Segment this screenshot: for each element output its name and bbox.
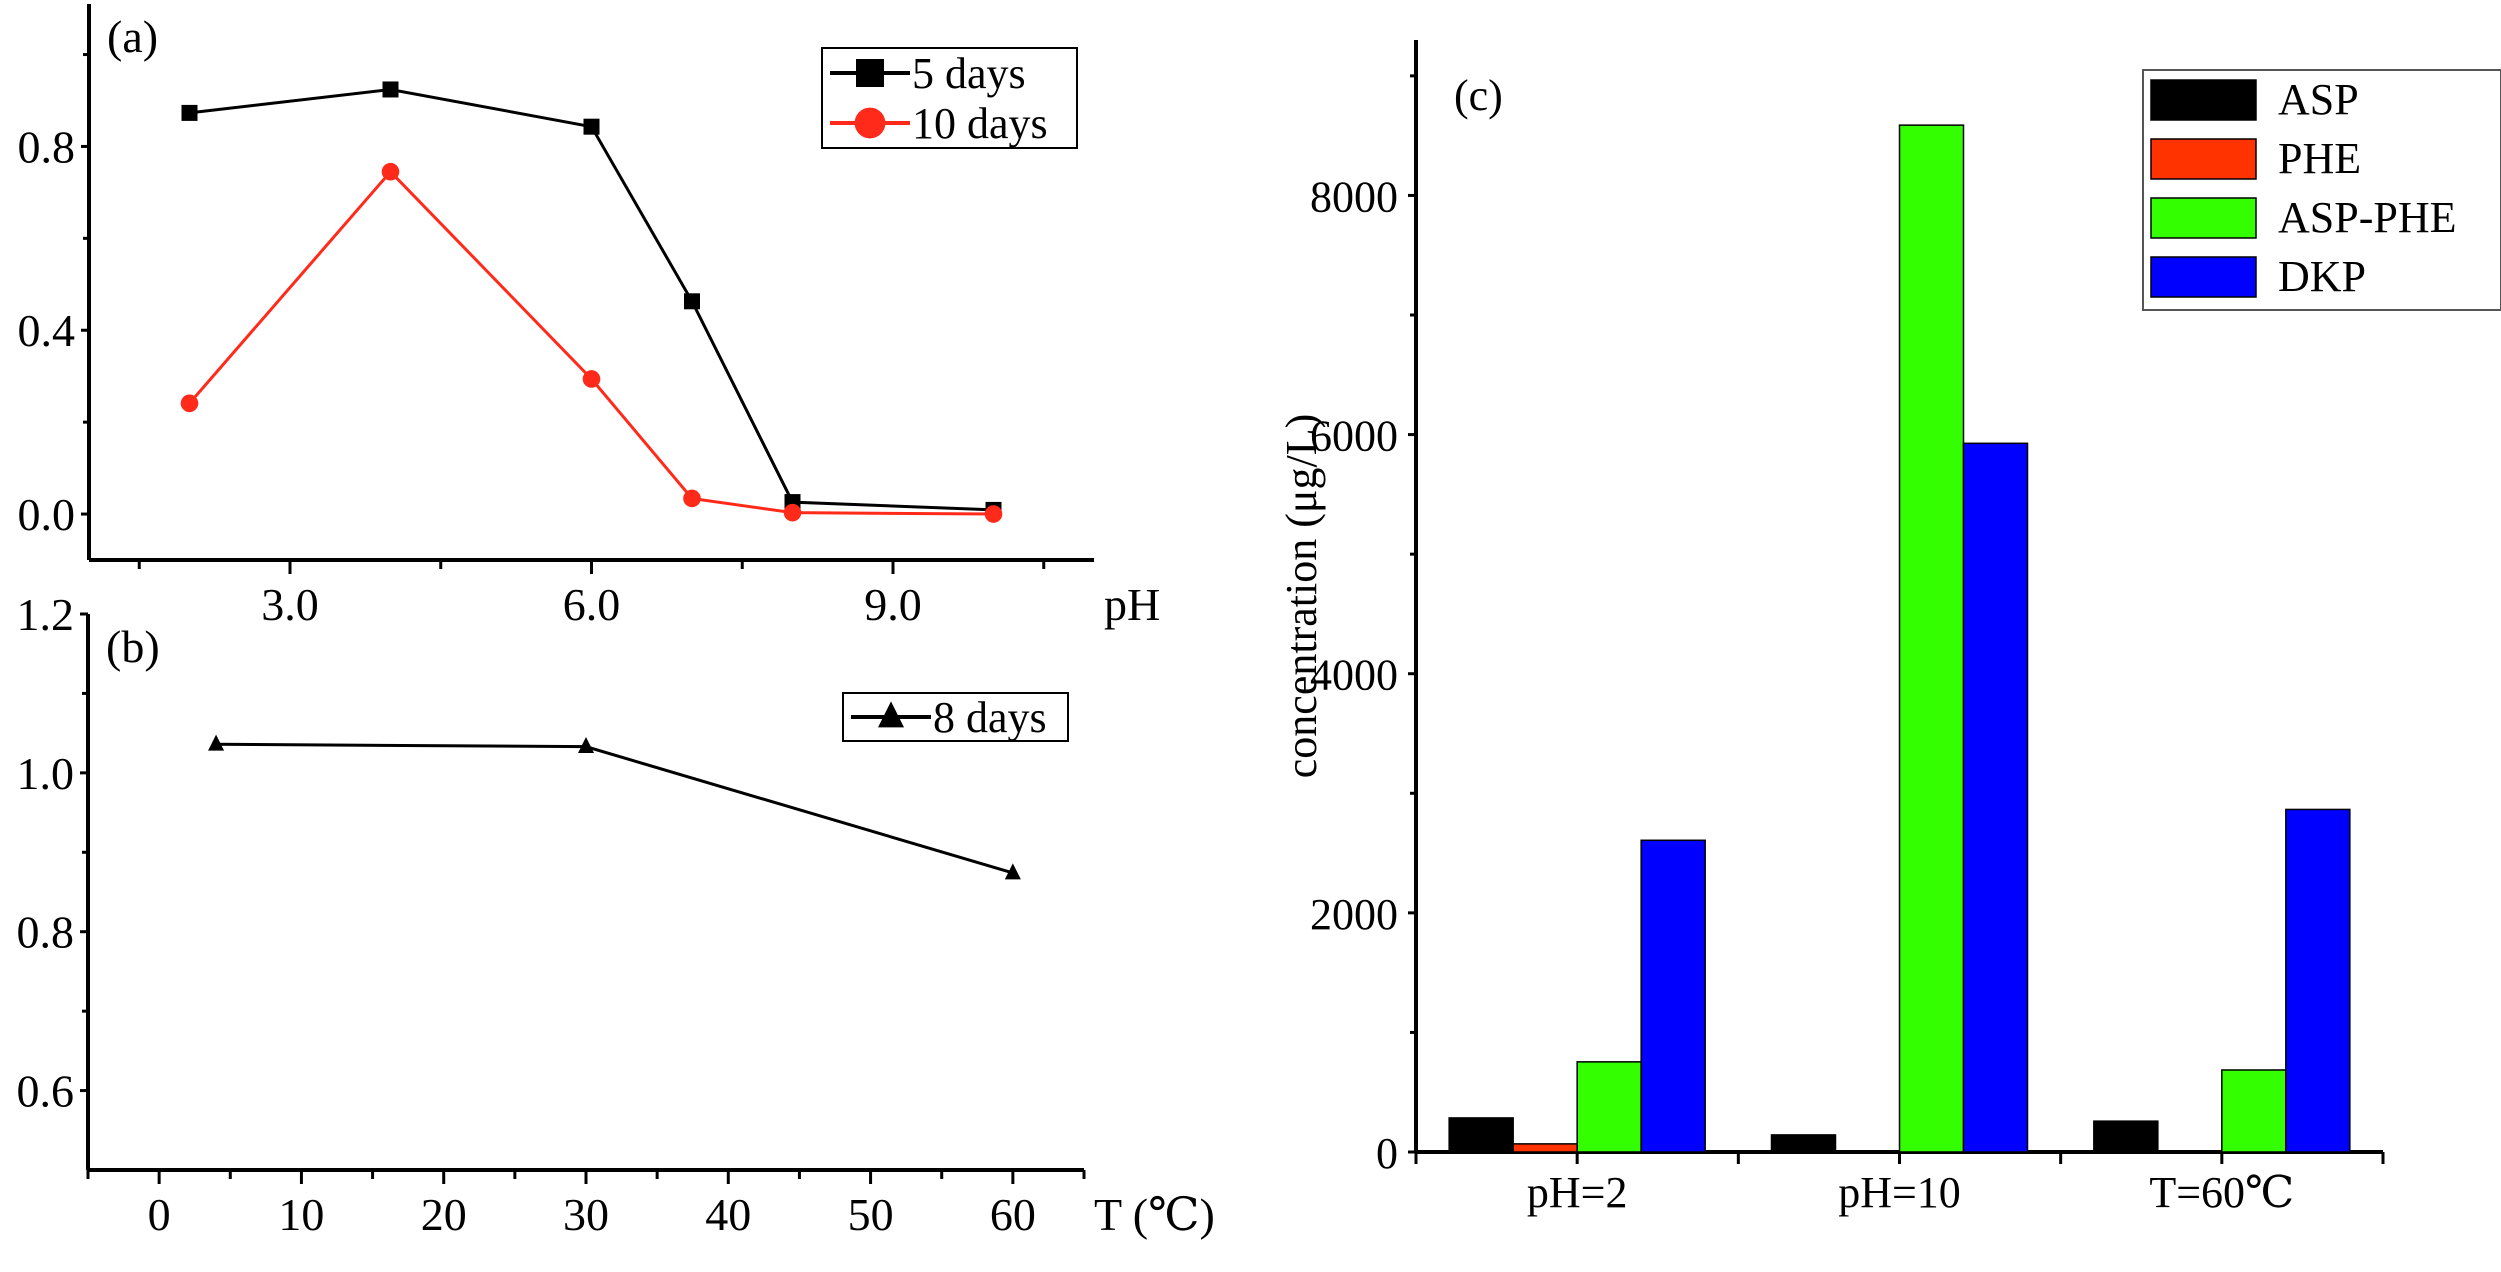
data-point-marker: [381, 162, 400, 181]
data-point-marker: [878, 701, 904, 728]
y-tick-label: 0.8: [18, 121, 76, 172]
legend-swatch: [2150, 79, 2257, 121]
data-point-marker: [180, 394, 199, 413]
x-axis-label: T (℃): [1094, 1189, 1215, 1240]
legend-swatch: [2150, 197, 2257, 239]
series-line-10-days: [188, 169, 994, 516]
data-point-marker: [583, 118, 600, 135]
legend-label: ASP: [2278, 75, 2359, 124]
legend-label: 8 days: [933, 693, 1047, 742]
legend-label: 5 days: [912, 49, 1026, 98]
panel-label: (a): [107, 11, 158, 62]
data-point-marker: [582, 370, 601, 388]
y-axis-label: concentration (μg/L): [1277, 414, 1326, 778]
y-tick-label: 0.8: [17, 907, 75, 958]
data-point-marker: [683, 489, 701, 508]
panel-label: (c): [1454, 71, 1503, 120]
y-tick-label: 8000: [1310, 172, 1398, 221]
legend-label: ASP-PHE: [2278, 193, 2457, 242]
data-point-marker: [181, 104, 198, 121]
y-tick-label: 0.0: [18, 489, 76, 540]
bar-asp-phe: [1576, 1061, 1642, 1153]
legend: ASP PHE ASP-PHE DKP: [2142, 69, 2501, 311]
panel-b-chart: 0.6 0.8 1.0 1.2 0 10 20 30 40 50 60 T (℃) (b) 8 days: [17, 589, 1215, 1240]
panel-label: (b): [106, 621, 160, 672]
y-tick-label: 1.0: [17, 748, 75, 799]
y-tick-label: 6000: [1310, 412, 1398, 461]
x-tick-label: 9.0: [864, 579, 922, 630]
bar-asp: [1448, 1117, 1514, 1153]
y-tick-label: 0.6: [17, 1066, 75, 1117]
bar-asp: [1770, 1134, 1837, 1153]
x-tick-label: 20: [421, 1189, 467, 1240]
data-point-marker: [783, 503, 802, 522]
x-tick-label: 40: [705, 1189, 751, 1240]
data-point-marker: [856, 59, 884, 87]
x-tick-label: pH=10: [1838, 1168, 1961, 1217]
legend: 8 days: [842, 692, 1069, 742]
bar-dkp: [1640, 839, 1706, 1153]
data-point-marker: [578, 737, 594, 754]
bar-asp-phe: [1898, 124, 1965, 1153]
x-tick-label: 6.0: [563, 579, 621, 630]
panel-c-chart: 0 2000 4000 6000 8000 pH=2 pH=10 T=60℃ concentra…: [1277, 40, 2501, 1217]
series-line-5-days: [189, 87, 994, 512]
x-tick-label: 3.0: [261, 579, 319, 630]
data-point-marker: [382, 81, 399, 98]
x-axis-label: pH: [1104, 579, 1160, 630]
x-tick-label: 60: [990, 1189, 1036, 1240]
data-point-marker: [854, 107, 886, 139]
x-tick-label: T=60℃: [2149, 1168, 2294, 1217]
data-point-marker: [684, 293, 700, 310]
legend-label: PHE: [2278, 134, 2361, 183]
bar-asp: [2093, 1120, 2159, 1153]
legend-label: 10 days: [912, 99, 1048, 148]
bar-phe: [1512, 1143, 1578, 1153]
legend-swatch: [2150, 256, 2257, 298]
x-tick-label: 0: [148, 1189, 171, 1240]
data-point-marker: [1004, 863, 1021, 880]
x-tick-label: 10: [278, 1189, 324, 1240]
y-tick-label: 1.2: [17, 589, 75, 640]
series-line-8-days: [216, 742, 1014, 875]
y-tick-label: 0: [1376, 1129, 1398, 1178]
x-tick-label: 30: [563, 1189, 609, 1240]
legend-swatch: [2150, 138, 2257, 180]
legend-label: DKP: [2278, 252, 2366, 301]
bar-dkp: [1962, 442, 2029, 1153]
legend-box: [842, 692, 1069, 742]
y-tick-label: 2000: [1310, 890, 1398, 939]
bar-dkp: [2285, 808, 2351, 1153]
x-tick-label: 50: [848, 1189, 894, 1240]
data-point-marker: [208, 734, 225, 751]
bar-asp-phe: [2221, 1069, 2287, 1153]
y-tick-label: 4000: [1310, 651, 1398, 700]
data-point-marker: [984, 505, 1003, 523]
x-tick-label: pH=2: [1527, 1168, 1628, 1217]
y-tick-label: 0.4: [18, 305, 76, 356]
